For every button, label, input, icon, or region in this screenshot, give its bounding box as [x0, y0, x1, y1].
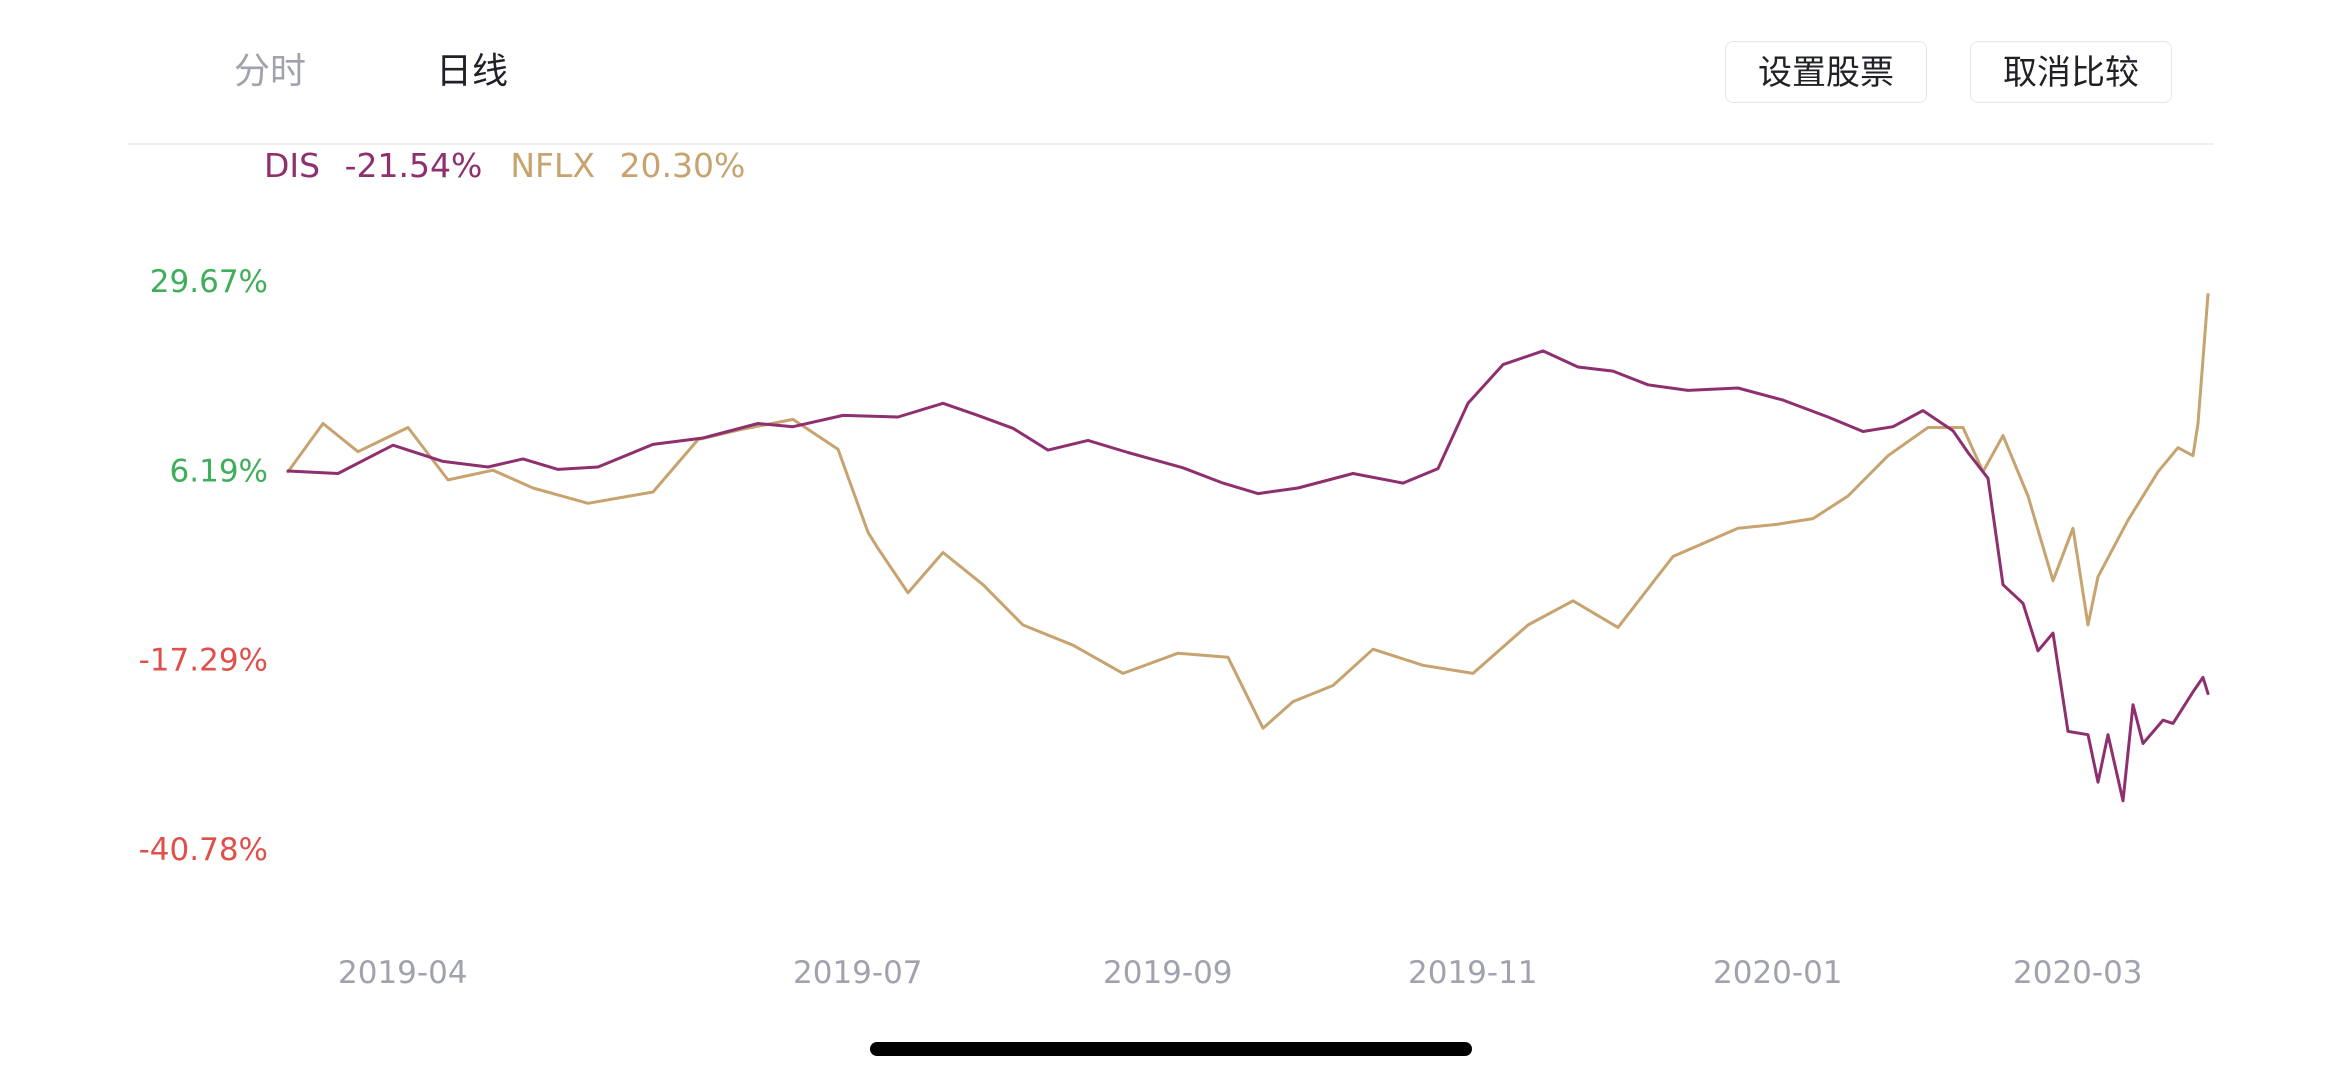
- y-tick-label: 6.19%: [170, 453, 268, 489]
- legend-nflx: NFLX 20.30%: [510, 146, 759, 185]
- y-tick-label: 29.67%: [150, 264, 268, 300]
- y-tick-label: -17.29%: [139, 643, 268, 679]
- legend-dis-value: -21.54%: [344, 146, 483, 185]
- x-tick-label: 2020-01: [1713, 955, 1843, 991]
- x-tick-label: 2019-04: [338, 955, 468, 991]
- x-tick-label: 2019-11: [1408, 955, 1538, 991]
- header-divider: [128, 143, 2214, 145]
- chart-legend: DIS -21.54% NFLX 20.30%: [264, 143, 773, 189]
- tab-rixian[interactable]: 日线: [436, 51, 509, 92]
- x-tick-label: 2019-09: [1103, 955, 1233, 991]
- series-line-dis: [286, 349, 2210, 803]
- legend-dis-ticker: DIS: [264, 146, 321, 185]
- legend-nflx-ticker: NFLX: [510, 146, 596, 185]
- y-axis: 29.67% 6.19% -17.29% -40.78%: [139, 264, 268, 868]
- series-lines: [286, 293, 2210, 803]
- x-tick-label: 2019-07: [793, 955, 923, 991]
- legend-nflx-value: 20.30%: [619, 146, 746, 185]
- cancel-compare-button[interactable]: 取消比较: [1970, 41, 2172, 103]
- series-line-nflx: [286, 293, 2210, 730]
- y-tick-label: -40.78%: [139, 832, 268, 868]
- x-axis: 2019-04 2019-07 2019-09 2019-11 2020-01 2020-…: [338, 955, 2143, 991]
- set-stocks-button[interactable]: 设置股票: [1725, 41, 1927, 103]
- x-tick-label: 2020-03: [2013, 955, 2143, 991]
- legend-dis: DIS -21.54%: [264, 146, 496, 185]
- tab-fenshi[interactable]: 分时: [234, 51, 307, 92]
- home-indicator: [870, 1042, 1472, 1056]
